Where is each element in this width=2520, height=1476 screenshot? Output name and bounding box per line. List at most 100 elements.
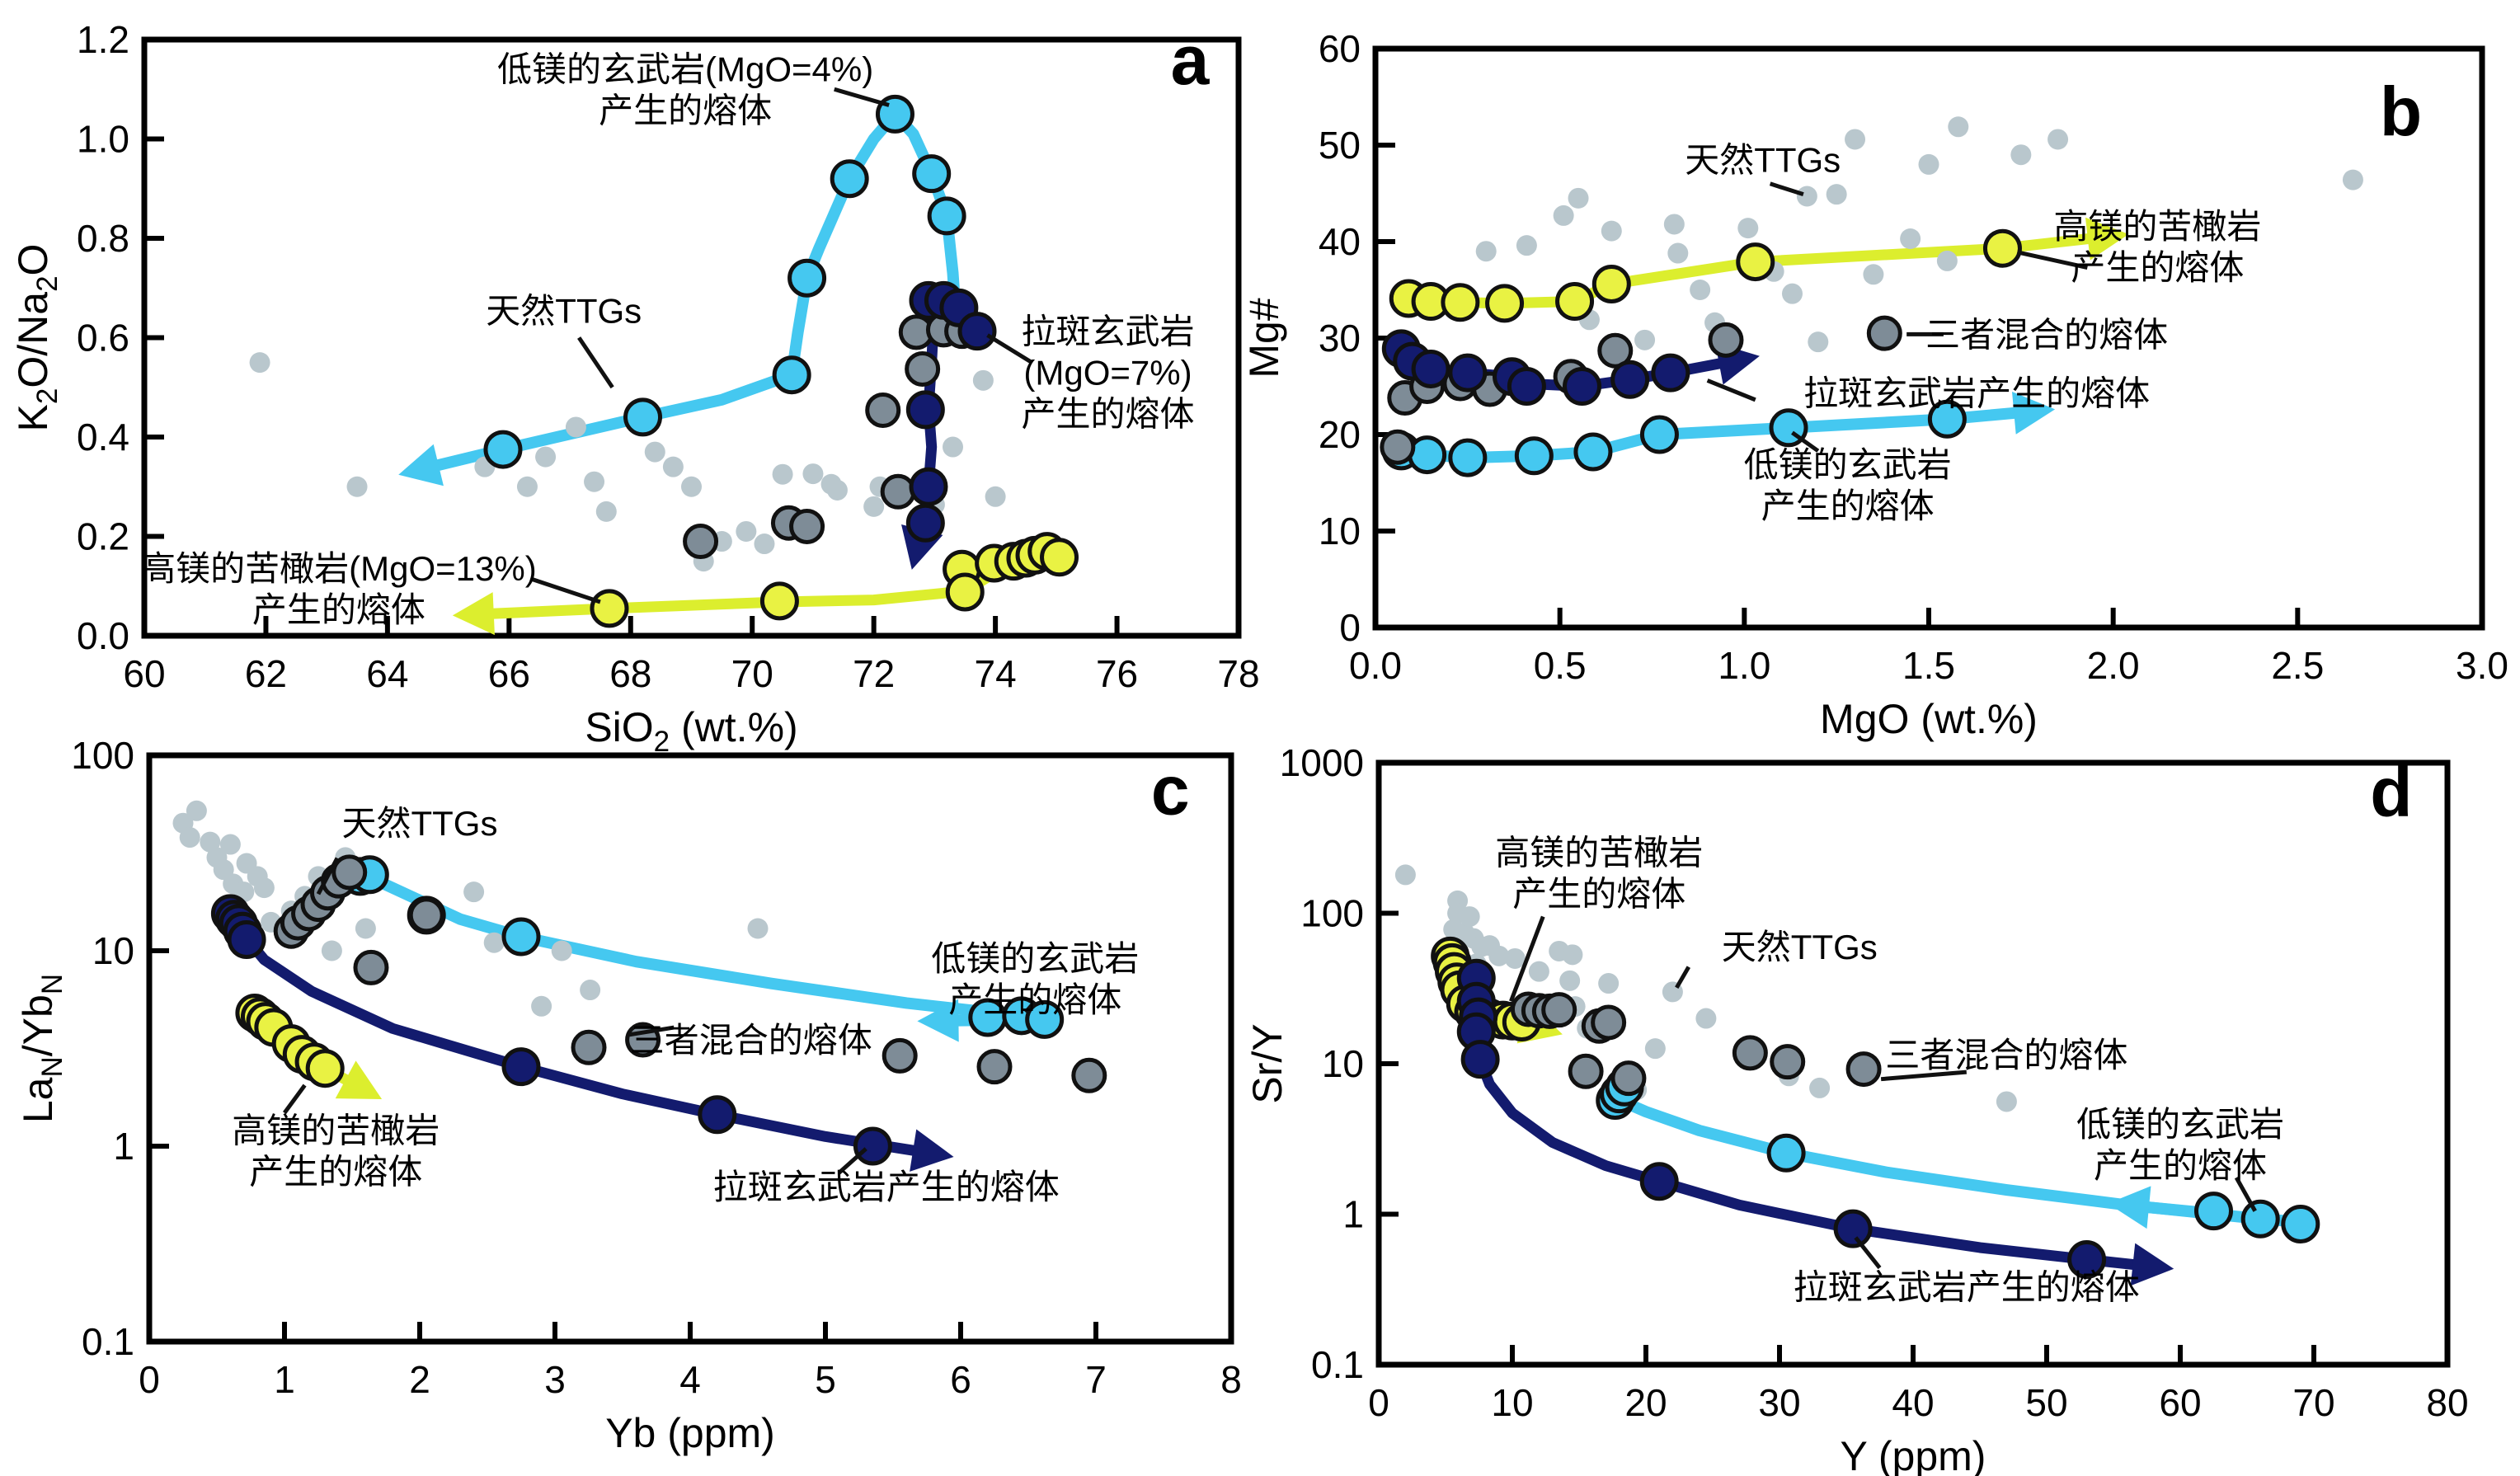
data-point-yellow bbox=[590, 589, 629, 628]
data-point-ttg bbox=[1488, 945, 1510, 966]
data-point-ttg bbox=[1634, 329, 1656, 350]
arrowhead bbox=[452, 592, 495, 636]
arrowhead bbox=[2085, 217, 2129, 261]
arrowhead bbox=[917, 999, 959, 1042]
y-axis: 0.0 0.2 0.4 0.6 0.8 1.0 1.2 K2O/Na2O bbox=[10, 18, 164, 657]
annotation-leader bbox=[1791, 430, 1820, 453]
data-point-navy bbox=[227, 920, 266, 960]
annotation-leader bbox=[837, 1147, 867, 1175]
annotation-picrite: 高镁的苦橄岩产生的熔体 bbox=[2016, 207, 2261, 287]
annotation-leader bbox=[1880, 1069, 1968, 1082]
x-tick-label: 60 bbox=[2159, 1381, 2201, 1424]
data-point-mixed bbox=[1866, 315, 1902, 351]
data-point-mixed bbox=[1597, 332, 1634, 369]
panel-letter-b: b bbox=[2380, 73, 2422, 150]
panel-a: 60 62 64 66 68 70 72 74 76 78 SiO2 (wt.%) 0.0 0.2 0.4… bbox=[10, 18, 1260, 758]
annotation-leader bbox=[2016, 250, 2088, 270]
data-point-mixed bbox=[1541, 992, 1577, 1028]
data-point-ttg bbox=[943, 436, 964, 458]
data-point-yellow bbox=[1485, 284, 1525, 323]
data-point-ttg bbox=[1568, 187, 1589, 209]
data-point-navy bbox=[2067, 1239, 2107, 1279]
annotation-text: 三者混合的熔体 bbox=[630, 1021, 872, 1060]
y-tick-label: 0.1 bbox=[1311, 1343, 1364, 1386]
annotation-mixed: 三者混合的熔体 bbox=[628, 1021, 872, 1060]
x-tick-label: 50 bbox=[2025, 1381, 2067, 1424]
data-point-cyan bbox=[501, 917, 541, 957]
annotation-picrite: 高镁的苦橄岩产生的熔体 bbox=[1495, 834, 1703, 1003]
annotation-picrite: 高镁的苦橄岩(MgO=13%)产生的熔体 bbox=[141, 549, 601, 629]
data-point-ttg bbox=[1559, 970, 1581, 991]
arrowhead bbox=[2108, 1186, 2151, 1229]
annotation-leader bbox=[2234, 1176, 2257, 1212]
data-point-navy bbox=[853, 1126, 892, 1166]
annotation-text: 高镁的苦橄岩产生的熔体 bbox=[232, 1111, 440, 1191]
y-tick-label: 40 bbox=[1319, 220, 1361, 263]
data-point-cyan bbox=[1766, 1133, 1806, 1173]
data-point-ttg bbox=[1516, 235, 1537, 256]
data-point-navy bbox=[1411, 349, 1450, 388]
data-point-ttg bbox=[1918, 153, 1939, 175]
data-point-yellow bbox=[1040, 538, 1079, 577]
y-tick-label: 0.1 bbox=[82, 1320, 134, 1363]
data-point-ttg bbox=[1601, 220, 1622, 242]
data-point-navy bbox=[905, 390, 945, 430]
data-point-ttg bbox=[1459, 906, 1480, 928]
data-point-ttg bbox=[584, 471, 605, 492]
annotation-leader bbox=[1675, 966, 1691, 989]
y-tick-label: 50 bbox=[1319, 124, 1361, 167]
annotation-natural-ttgs: 天然TTGs bbox=[1675, 928, 1878, 989]
data-point-ttg bbox=[1553, 204, 1574, 226]
data-point-ttg bbox=[772, 463, 793, 485]
x-axis-label: Y (ppm) bbox=[1841, 1433, 1986, 1476]
x-axis: 0.0 0.5 1.0 1.5 2.0 2.5 3.0 MgO (wt.%) bbox=[1349, 608, 2508, 742]
y-tick-label: 20 bbox=[1319, 413, 1361, 456]
data-point-ttg bbox=[1796, 186, 1817, 207]
data-point-ttg bbox=[1690, 280, 1711, 300]
x-tick-label: 64 bbox=[366, 652, 408, 695]
data-point-navy bbox=[698, 1095, 737, 1135]
data-point-cyan bbox=[1025, 999, 1065, 1039]
x-tick-label: 70 bbox=[2292, 1381, 2334, 1424]
x-tick-label: 8 bbox=[1220, 1358, 1242, 1401]
data-point-ttg bbox=[219, 834, 241, 855]
data-point-ttg bbox=[644, 441, 665, 463]
data-point-mixed bbox=[1610, 1060, 1647, 1097]
panel-d: 0 10 20 30 40 50 60 70 80 Y (ppm) 0.1 1 10 100 1000 Sr/… bbox=[1244, 741, 2469, 1476]
x-axis: 0 10 20 30 40 50 60 70 80 Y (ppm) bbox=[1368, 1345, 2469, 1476]
data-point-mixed bbox=[331, 854, 368, 891]
data-point-cyan bbox=[1514, 436, 1554, 476]
data-point-mixed bbox=[1380, 429, 1416, 465]
series-cyan bbox=[398, 108, 962, 487]
data-point-mixed bbox=[1845, 1051, 1882, 1088]
data-point-navy bbox=[909, 467, 948, 506]
data-point-cyan bbox=[1927, 399, 1967, 439]
annotation-text: 低镁的玄武岩产生的熔体 bbox=[2076, 1105, 2284, 1185]
y-tick-label: 0.0 bbox=[77, 614, 129, 657]
x-axis-label: SiO2 (wt.%) bbox=[585, 704, 797, 758]
x-tick-label: 30 bbox=[1758, 1381, 1800, 1424]
markers-navy bbox=[1456, 958, 2107, 1279]
x-tick-label: 20 bbox=[1624, 1381, 1667, 1424]
data-point-ttg bbox=[1936, 250, 1958, 271]
arrowhead bbox=[2011, 392, 2056, 435]
markers-mixed bbox=[1510, 991, 1882, 1097]
data-point-mixed bbox=[880, 473, 916, 510]
panel-b: 0.0 0.5 1.0 1.5 2.0 2.5 3.0 MgO (wt.%) 0 10 20 30 40… bbox=[1241, 27, 2508, 742]
data-point-cyan bbox=[623, 397, 663, 437]
x-tick-label: 0 bbox=[139, 1358, 160, 1401]
data-point-mixed bbox=[865, 392, 901, 428]
x-tick-label: 78 bbox=[1217, 652, 1259, 695]
annotation-text: 高镁的苦橄岩(MgO=13%)产生的熔体 bbox=[141, 549, 537, 629]
annotation-low-mg-basalt: 低镁的玄武岩产生的熔体 bbox=[2076, 1105, 2284, 1212]
markers-navy bbox=[1381, 329, 1690, 406]
data-point-ttg bbox=[1394, 864, 1416, 886]
annotation-leader bbox=[986, 333, 1033, 364]
x-tick-label: 40 bbox=[1892, 1381, 1934, 1424]
x-tick-label: 66 bbox=[488, 652, 530, 695]
data-point-ttg bbox=[483, 932, 505, 953]
data-point-ttg bbox=[1826, 184, 1847, 205]
data-point-ttg bbox=[826, 479, 848, 501]
data-point-mixed bbox=[882, 1037, 918, 1074]
